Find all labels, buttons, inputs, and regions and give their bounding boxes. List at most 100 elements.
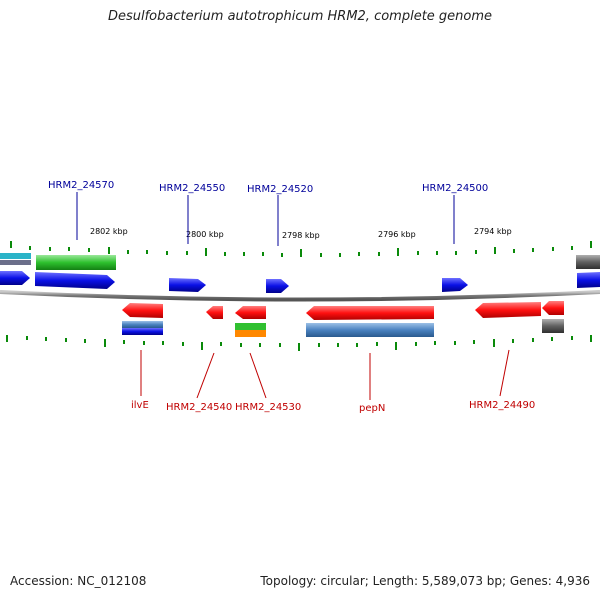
- gene-label-forward[interactable]: HRM2_24500: [422, 183, 488, 194]
- forward-cds-arrow[interactable]: [577, 272, 600, 288]
- grey-feature[interactable]: [542, 319, 564, 333]
- tick-mark: [532, 338, 534, 342]
- scale-label: 2802 kbp: [90, 227, 128, 236]
- gene-feature[interactable]: [235, 323, 266, 330]
- tick-mark: [571, 246, 573, 250]
- tick-mark: [65, 338, 67, 342]
- gene-label-forward[interactable]: HRM2_24570: [48, 180, 114, 191]
- forward-cds-arrow[interactable]: [0, 271, 30, 285]
- reverse-cds-arrow[interactable]: [122, 303, 163, 318]
- genome-backbone: [0, 290, 600, 302]
- tick-mark: [356, 343, 358, 347]
- gene-label-forward[interactable]: HRM2_24550: [159, 183, 225, 194]
- tick-mark: [104, 339, 106, 347]
- leader-line: [499, 349, 510, 397]
- gene-label-reverse[interactable]: HRM2_24530: [235, 402, 301, 413]
- tick-mark: [45, 337, 47, 341]
- tick-mark: [376, 342, 378, 346]
- tick-mark: [279, 343, 281, 347]
- tick-mark: [146, 250, 148, 254]
- tick-mark: [318, 343, 320, 347]
- gene-feature[interactable]: [36, 255, 116, 270]
- scale-label: 2794 kbp: [474, 227, 512, 236]
- reverse-cds: [122, 301, 564, 320]
- tick-mark: [243, 252, 245, 256]
- tick-mark: [339, 253, 341, 257]
- tick-mark: [205, 248, 207, 256]
- gene-label-reverse[interactable]: pepN: [359, 403, 385, 414]
- map-title: Desulfobacterium autotrophicum HRM2, com…: [107, 9, 493, 24]
- tick-mark: [127, 250, 129, 254]
- tick-mark: [493, 339, 495, 347]
- tick-mark: [123, 340, 125, 344]
- tick-mark: [475, 250, 477, 254]
- tick-mark: [259, 343, 261, 347]
- cds-feature[interactable]: [122, 328, 163, 335]
- tick-mark: [143, 341, 145, 345]
- tick-mark: [415, 342, 417, 346]
- misc-feature[interactable]: [0, 253, 31, 259]
- forward-features: [0, 253, 600, 270]
- tick-mark: [166, 251, 168, 255]
- tick-mark: [88, 248, 90, 252]
- tick-row-top: [10, 241, 592, 257]
- gene-feature[interactable]: [122, 321, 163, 328]
- tick-mark: [358, 252, 360, 256]
- gene-label-reverse[interactable]: HRM2_24490: [469, 400, 535, 411]
- tick-mark: [513, 249, 515, 253]
- tick-mark: [473, 340, 475, 344]
- leader-line: [196, 352, 215, 399]
- tick-mark: [26, 336, 28, 340]
- tick-mark: [417, 251, 419, 255]
- tick-mark: [108, 247, 110, 254]
- tick-mark: [454, 341, 456, 345]
- tick-mark: [552, 247, 554, 251]
- tick-mark: [434, 341, 436, 345]
- reverse-cds-arrow[interactable]: [235, 306, 266, 319]
- tick-mark: [395, 342, 397, 350]
- misc-feature[interactable]: [0, 260, 31, 265]
- forward-cds: [0, 271, 600, 293]
- tick-mark: [201, 342, 203, 350]
- forward-cds-arrow[interactable]: [35, 272, 115, 289]
- leader-line: [249, 352, 267, 399]
- reverse-leaders: [140, 349, 510, 400]
- forward-cds-arrow[interactable]: [266, 279, 289, 293]
- tick-mark: [320, 253, 322, 257]
- scale-label: 2800 kbp: [186, 230, 224, 239]
- tick-mark: [397, 248, 399, 256]
- gene-label-reverse[interactable]: ilvE: [131, 400, 149, 411]
- reverse-cds-arrow[interactable]: [206, 306, 223, 319]
- gene-label-reverse[interactable]: HRM2_24540: [166, 402, 232, 413]
- gene-feature[interactable]: [306, 323, 434, 337]
- tick-mark: [532, 248, 534, 252]
- tick-mark: [29, 246, 31, 250]
- gene-label-forward[interactable]: HRM2_24520: [247, 184, 313, 195]
- forward-cds-arrow[interactable]: [169, 278, 206, 292]
- reverse-cds-arrow[interactable]: [306, 306, 434, 320]
- tick-mark: [337, 343, 339, 347]
- grey-feature[interactable]: [576, 255, 600, 269]
- tick-mark: [262, 252, 264, 256]
- genome-summary: Topology: circular; Length: 5,589,073 bp…: [260, 574, 590, 588]
- tick-mark: [84, 339, 86, 343]
- tick-mark: [220, 342, 222, 346]
- forward-cds-arrow[interactable]: [442, 278, 468, 292]
- tick-mark: [590, 335, 592, 342]
- accession-label: Accession: NC_012108: [10, 574, 147, 588]
- tick-mark: [240, 343, 242, 347]
- tick-mark: [49, 247, 51, 251]
- misc-feature[interactable]: [235, 330, 266, 337]
- scale-label: 2798 kbp: [282, 231, 320, 240]
- tick-mark: [224, 252, 226, 256]
- reverse-cds-arrow[interactable]: [475, 302, 541, 318]
- tick-mark: [6, 335, 8, 342]
- tick-mark: [494, 247, 496, 254]
- reverse-cds-arrow[interactable]: [542, 301, 564, 315]
- tick-mark: [162, 341, 164, 345]
- tick-mark: [10, 241, 12, 248]
- tick-mark: [512, 339, 514, 343]
- tick-mark: [281, 253, 283, 257]
- tick-mark: [455, 251, 457, 255]
